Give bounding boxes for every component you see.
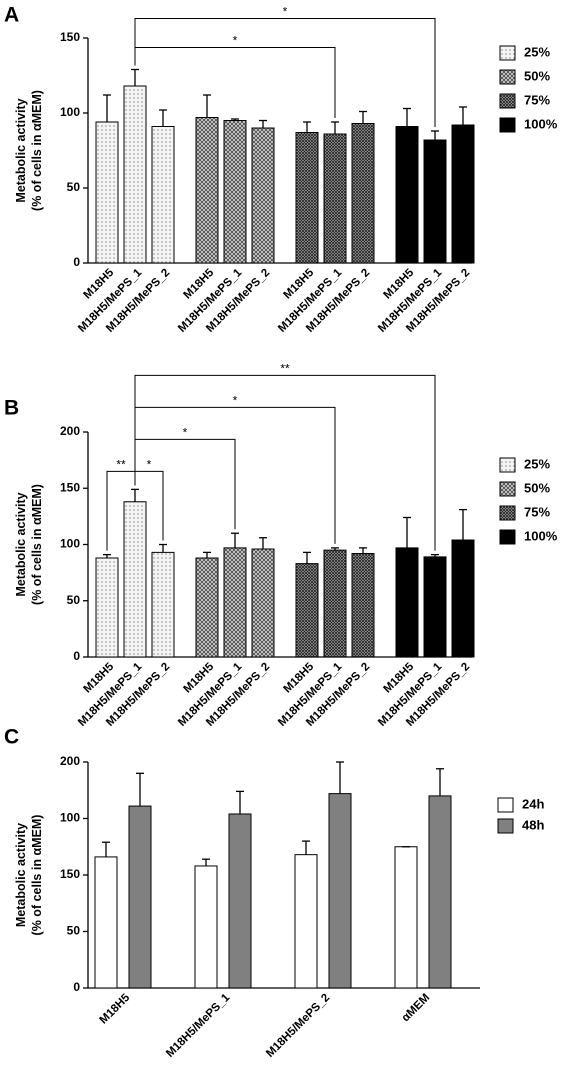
bar xyxy=(395,126,419,264)
y-tick-label: 0 xyxy=(73,980,80,994)
legend-swatch xyxy=(499,117,516,133)
bar xyxy=(223,547,247,658)
significance-label: * xyxy=(183,426,188,440)
legend-label: 50% xyxy=(524,68,550,83)
x-tick-label: M18H5 xyxy=(98,991,133,1026)
bar xyxy=(123,501,147,658)
bar xyxy=(151,551,175,658)
significance-label: * xyxy=(233,394,238,408)
legend-swatch xyxy=(499,69,516,85)
bar xyxy=(123,85,147,264)
y-axis-label-line: (% of cells in αMEM) xyxy=(30,90,44,211)
bar xyxy=(428,795,452,989)
significance-label: ** xyxy=(280,362,290,376)
y-axis-label-line: Metabolic activity xyxy=(14,492,28,596)
bar xyxy=(94,856,118,989)
bar xyxy=(451,539,475,658)
bar xyxy=(351,553,375,658)
bar xyxy=(351,123,375,264)
legend-swatch xyxy=(497,797,514,813)
y-tick-label: 100 xyxy=(60,537,80,551)
legend-label: 100% xyxy=(524,528,558,543)
significance-label: ** xyxy=(116,458,126,472)
significance-label: * xyxy=(147,458,152,472)
x-tick-label: αMEM xyxy=(400,992,432,1024)
panel-label: C xyxy=(4,726,19,749)
significance-bracket xyxy=(134,438,236,530)
x-tick-label: M18H5/MePS_1 xyxy=(164,991,233,1060)
y-axis-label-line: (% of cells in αMEM) xyxy=(30,484,44,605)
y-axis-label-line: Metabolic activity xyxy=(14,823,28,927)
bar xyxy=(394,846,418,989)
y-axis-label-line: (% of cells in αMEM) xyxy=(30,815,44,936)
bar xyxy=(195,117,219,264)
legend-label: 75% xyxy=(524,504,550,519)
x-tick-label: M18H5/MePS_2 xyxy=(264,992,332,1060)
bar xyxy=(294,854,318,989)
legend-swatch xyxy=(499,45,516,61)
y-tick-label: 50 xyxy=(67,924,81,938)
legend-label: 100% xyxy=(524,116,558,131)
legend-label: 24h xyxy=(522,796,544,811)
significance-label: * xyxy=(233,34,238,48)
bar xyxy=(323,133,347,264)
significance-bracket xyxy=(134,47,336,118)
y-tick-label: 150 xyxy=(60,480,80,494)
bar xyxy=(195,557,219,658)
y-tick-label: 200 xyxy=(60,424,80,438)
y-tick-label: 150 xyxy=(60,30,80,44)
bar xyxy=(323,549,347,658)
y-axis-label: Metabolic activity (% of cells in αMEM) xyxy=(14,484,44,605)
y-tick-label: 0 xyxy=(73,649,80,663)
bar xyxy=(423,139,447,264)
y-axis-label: Metabolic activity (% of cells in αMEM) xyxy=(14,90,44,211)
bar xyxy=(228,813,252,989)
bar xyxy=(423,556,447,658)
bar xyxy=(251,548,275,658)
bar xyxy=(128,805,152,989)
bar xyxy=(95,557,119,658)
legend-label: 48h xyxy=(522,817,544,832)
bar xyxy=(295,132,319,264)
y-tick-label: 150 xyxy=(60,867,80,881)
legend-label: 75% xyxy=(524,92,550,107)
bar xyxy=(151,126,175,264)
legend-swatch xyxy=(499,457,516,473)
bar xyxy=(295,563,319,658)
legend-label: 50% xyxy=(524,480,550,495)
y-tick-label: 50 xyxy=(67,593,81,607)
legend-swatch xyxy=(499,93,516,109)
legend-label: 25% xyxy=(524,456,550,471)
bar xyxy=(95,121,119,264)
bar xyxy=(328,793,352,989)
y-axis-label: Metabolic activity (% of cells in αMEM) xyxy=(14,815,44,936)
legend-label: 25% xyxy=(524,44,550,59)
bar xyxy=(223,120,247,264)
legend-swatch xyxy=(497,818,514,834)
bar xyxy=(251,127,275,264)
legend-swatch xyxy=(499,529,516,545)
significance-bracket xyxy=(134,374,436,551)
y-axis-label-line: Metabolic activity xyxy=(14,98,28,202)
legend-swatch xyxy=(499,505,516,521)
y-tick-label: 100 xyxy=(60,105,80,119)
panel-label: A xyxy=(4,4,19,27)
bar xyxy=(451,124,475,264)
significance-label: * xyxy=(283,5,288,19)
y-tick-label: 0 xyxy=(73,255,80,269)
bar xyxy=(395,547,419,658)
significance-bracket xyxy=(134,18,436,127)
legend-swatch xyxy=(499,481,516,497)
y-tick-label: 50 xyxy=(67,180,81,194)
bar xyxy=(194,865,218,989)
panel-label: B xyxy=(4,397,19,420)
y-tick-label: 200 xyxy=(60,754,80,768)
y-tick-label: 100 xyxy=(60,811,80,825)
